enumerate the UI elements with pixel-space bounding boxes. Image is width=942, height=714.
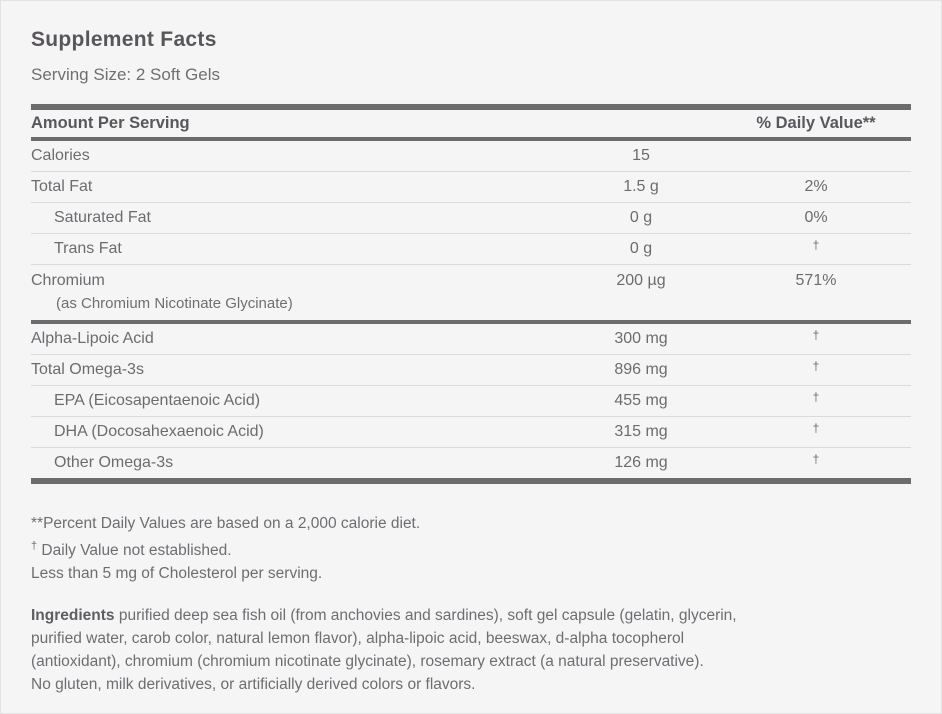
nutrient-name: Calories bbox=[31, 147, 90, 164]
daily-value: 2% bbox=[804, 178, 828, 195]
table-row: Chromium (as Chromium Nicotinate Glycinat… bbox=[31, 265, 911, 320]
table-header-row: Amount Per Serving % Daily Value** bbox=[31, 110, 911, 137]
daily-value: 571% bbox=[795, 272, 837, 289]
daily-value-header: % Daily Value** bbox=[756, 114, 876, 132]
amount-value: 126 mg bbox=[614, 454, 668, 471]
nutrient-name: Other Omega-3s bbox=[54, 454, 174, 471]
amount-value: 1.5 g bbox=[623, 178, 659, 195]
table-row: EPA (Eicosapentaenoic Acid) 455 mg † bbox=[31, 386, 911, 417]
table-row: Total Fat 1.5 g 2% bbox=[31, 172, 911, 203]
divider-thick-middle bbox=[31, 320, 911, 324]
supplement-facts-panel: Supplement Facts Serving Size: 2 Soft Ge… bbox=[1, 28, 941, 696]
serving-size-text: Serving Size: 2 Soft Gels bbox=[31, 65, 220, 84]
ingredients-label: Ingredients bbox=[31, 607, 115, 625]
amount-value: 0 g bbox=[629, 240, 653, 257]
divider-thick-bottom bbox=[31, 478, 911, 484]
footnote-line: Less than 5 mg of Cholesterol per servin… bbox=[31, 565, 323, 583]
table-row: Total Omega-3s 896 mg † bbox=[31, 355, 911, 386]
daily-value: † bbox=[812, 421, 820, 435]
daily-value: † bbox=[812, 328, 820, 342]
table-row: Calories 15 bbox=[31, 141, 911, 172]
page-title: Supplement Facts bbox=[31, 28, 217, 51]
amount-value: 896 mg bbox=[614, 361, 668, 378]
nutrient-name: Alpha-Lipoic Acid bbox=[31, 330, 154, 347]
table-row: DHA (Docosahexaenoic Acid) 315 mg † bbox=[31, 417, 911, 448]
nutrient-name: DHA (Docosahexaenoic Acid) bbox=[54, 423, 264, 440]
table-row: Alpha-Lipoic Acid 300 mg † bbox=[31, 324, 911, 355]
amount-value: 15 bbox=[632, 147, 650, 164]
amount-value: 315 mg bbox=[614, 423, 668, 440]
nutrient-name: Chromium (as Chromium Nicotinate Glycinat… bbox=[31, 265, 561, 312]
daily-value: † bbox=[812, 359, 820, 373]
ingredients-paragraph: Ingredients purified deep sea fish oil (… bbox=[31, 607, 737, 694]
table-row: Other Omega-3s 126 mg † bbox=[31, 448, 911, 478]
daily-value: 0% bbox=[804, 209, 828, 226]
daily-value: † bbox=[812, 452, 820, 466]
facts-table-section-2: Alpha-Lipoic Acid 300 mg † Total Omega-3s 89… bbox=[31, 324, 911, 478]
footnotes-block: **Percent Daily Values are based on a 2,… bbox=[31, 512, 911, 585]
amount-value: 200 µg bbox=[616, 272, 666, 289]
amount-value: 300 mg bbox=[614, 330, 668, 347]
daily-value: † bbox=[812, 238, 820, 252]
nutrient-name: EPA (Eicosapentaenoic Acid) bbox=[54, 392, 261, 409]
daily-value: † bbox=[812, 390, 820, 404]
nutrient-name: Saturated Fat bbox=[54, 209, 151, 226]
facts-table-section-1: Calories 15 Total Fat 1.5 g 2% Saturated Fat 0… bbox=[31, 141, 911, 320]
nutrient-name: Total Fat bbox=[31, 178, 93, 195]
nutrient-subline: (as Chromium Nicotinate Glycinate) bbox=[56, 295, 293, 312]
amount-value: 0 g bbox=[629, 209, 653, 226]
table-row: Trans Fat 0 g † bbox=[31, 234, 911, 265]
divider-thick-top bbox=[31, 104, 911, 110]
amount-value: 455 mg bbox=[614, 392, 668, 409]
amount-per-serving-header: Amount Per Serving bbox=[31, 114, 190, 132]
divider-thick-under-header bbox=[31, 137, 911, 141]
footnote-line: † Daily Value not established. bbox=[31, 540, 232, 560]
table-row: Saturated Fat 0 g 0% bbox=[31, 203, 911, 234]
nutrient-name: Trans Fat bbox=[54, 240, 122, 257]
nutrient-name: Total Omega-3s bbox=[31, 361, 144, 378]
footnote-line: **Percent Daily Values are based on a 2,… bbox=[31, 515, 421, 532]
